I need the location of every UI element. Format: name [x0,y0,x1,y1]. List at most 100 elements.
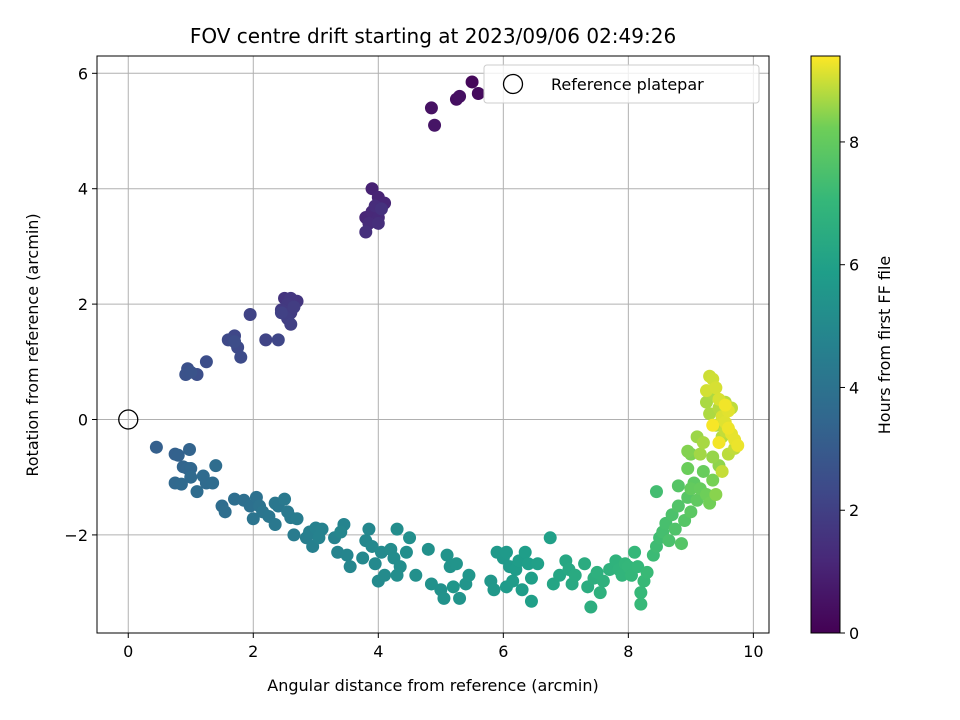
data-point [259,333,273,347]
colorbar-tick-label: 6 [849,256,859,275]
data-point [271,333,285,347]
data-point [684,505,698,519]
data-point [465,75,479,89]
colorbar-label: Hours from first FF file [875,256,894,435]
data-point [424,101,438,115]
data-point [246,512,260,526]
data-point [368,557,382,571]
colorbar-tick-label: 4 [849,378,859,397]
data-point [696,436,710,450]
data-point [584,600,598,614]
data-point [671,479,685,493]
data-point [674,537,688,551]
data-point [437,591,451,605]
data-point [284,317,298,331]
data-point [718,398,732,412]
data-point [709,381,723,395]
plot-frame [96,55,770,634]
data-point [524,571,538,585]
data-point [209,459,223,473]
legend-entry-reference-platepar: Reference platepar [551,75,704,94]
y-axis-ticks: −2 0 2 4 6 [64,64,97,545]
data-point [471,87,485,101]
data-point [640,565,654,579]
data-point [721,421,735,435]
y-tick-label: 4 [78,180,88,199]
data-point [515,583,529,597]
data-point [184,470,198,484]
data-point [287,528,301,542]
data-point [518,545,532,559]
data-point [668,522,682,536]
data-point [374,202,388,216]
data-point [199,355,213,369]
data-point [184,365,198,379]
data-point [183,443,197,457]
x-tick-label: 8 [623,642,633,661]
colorbar-gradient [810,55,841,634]
data-point [524,594,538,608]
data-point [421,542,435,556]
x-tick-label: 4 [373,642,383,661]
data-point [462,568,476,582]
data-point [171,448,185,462]
data-point [499,545,513,559]
data-point [403,531,417,545]
x-axis-label: Angular distance from reference (arcmin) [267,676,598,695]
data-point [390,522,404,536]
chart-title: FOV centre drift starting at 2023/09/06 … [190,24,676,48]
x-axis-ticks: 0 2 4 6 8 10 [123,633,764,661]
data-point [662,534,676,548]
grid-lines [97,56,769,633]
data-point [671,499,685,513]
colorbar-tick-label: 0 [849,624,859,643]
data-point [343,560,357,574]
data-point [706,473,720,487]
data-point [287,300,301,314]
data-point [709,488,723,502]
data-point [274,306,288,320]
legend-marker-reference [502,73,524,95]
data-point [703,407,717,421]
data-point [334,525,348,539]
data-point [149,440,163,454]
data-point [399,545,413,559]
data-point [681,444,695,458]
data-point [312,531,326,545]
data-point [693,447,707,461]
data-point [696,464,710,478]
data-point [634,586,648,600]
data-point [243,307,257,321]
x-tick-label: 0 [123,642,133,661]
data-point [649,485,663,499]
y-tick-label: 2 [78,295,88,314]
data-point [356,551,370,565]
data-point [568,568,582,582]
data-point [715,464,729,478]
data-point [506,574,520,588]
data-point [706,418,720,432]
y-tick-label: 6 [78,64,88,83]
x-tick-label: 10 [743,642,763,661]
data-point [731,438,745,452]
data-point [634,597,648,611]
data-point [578,557,592,571]
data-point [684,482,698,496]
data-point [268,518,282,532]
data-point [371,216,385,230]
data-point [424,577,438,591]
data-point [290,512,304,526]
data-point [228,335,242,349]
y-tick-label: −2 [64,526,88,545]
y-tick-label: 0 [78,411,88,430]
data-point [690,493,704,507]
data-point [681,462,695,476]
data-point [553,568,567,582]
data-point [453,591,467,605]
colorbar-ticks: 0 2 4 6 8 [840,133,859,643]
colorbar: 0 2 4 6 8 Hours from first FF file [810,55,894,643]
data-point [340,548,354,562]
legend: Reference platepar [483,64,760,104]
data-point [449,557,463,571]
